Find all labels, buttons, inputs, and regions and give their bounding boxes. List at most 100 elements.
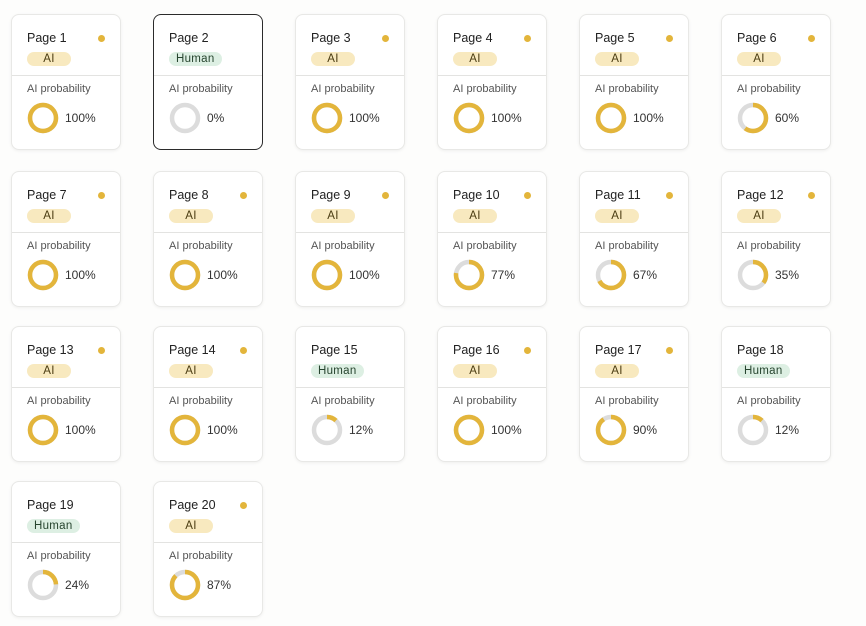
ai-badge: AI <box>311 209 355 223</box>
probability-donut-icon <box>169 414 201 446</box>
probability-donut-icon <box>737 102 769 134</box>
page-label: Page 7 <box>27 188 67 202</box>
ai-status-dot-icon <box>98 192 105 199</box>
probability-donut-icon <box>169 569 201 601</box>
ai-probability-value: 100% <box>65 111 96 125</box>
probability-donut-icon <box>27 414 59 446</box>
ai-badge: AI <box>595 364 639 378</box>
page-card-header: Page 16 AI <box>438 327 546 388</box>
page-label: Page 16 <box>453 343 500 357</box>
page-card-header: Page 14 AI <box>154 327 262 388</box>
ai-probability-label: AI probability <box>169 550 233 562</box>
ai-probability-value: 100% <box>349 111 380 125</box>
page-card[interactable]: Page 18 Human AI probability 12% <box>721 326 831 462</box>
page-card[interactable]: Page 12 AI AI probability 35% <box>721 171 831 307</box>
donut-fill <box>453 102 485 134</box>
donut-track <box>737 414 769 446</box>
ai-probability-label: AI probability <box>169 83 233 95</box>
page-card[interactable]: Page 4 AI AI probability 100% <box>437 14 547 150</box>
ai-badge: AI <box>169 519 213 533</box>
ai-probability-value: 77% <box>491 268 516 282</box>
ai-probability-value: 100% <box>207 423 238 437</box>
ai-probability-label: AI probability <box>737 240 801 252</box>
probability-donut-icon <box>169 259 201 291</box>
ai-badge: AI <box>595 209 639 223</box>
ai-badge: AI <box>27 52 71 66</box>
ai-probability-label: AI probability <box>737 83 801 95</box>
page-label: Page 10 <box>453 188 500 202</box>
page-card-header: Page 3 AI <box>296 15 404 76</box>
ai-status-dot-icon <box>808 192 815 199</box>
ai-probability-label: AI probability <box>595 395 659 407</box>
ai-status-dot-icon <box>98 35 105 42</box>
ai-status-dot-icon <box>524 347 531 354</box>
ai-probability-value: 67% <box>633 268 658 282</box>
page-label: Page 1 <box>27 31 67 45</box>
page-label: Page 3 <box>311 31 351 45</box>
ai-probability-value: 35% <box>775 268 800 282</box>
page-card[interactable]: Page 8 AI AI probability 100% <box>153 171 263 307</box>
ai-status-dot-icon <box>666 192 673 199</box>
ai-probability-value: 100% <box>65 423 96 437</box>
human-badge: Human <box>737 364 790 378</box>
ai-probability-label: AI probability <box>311 240 375 252</box>
page-card[interactable]: Page 15 Human AI probability 12% <box>295 326 405 462</box>
probability-donut-icon <box>453 259 485 291</box>
probability-donut-icon <box>595 102 627 134</box>
ai-probability-label: AI probability <box>27 395 91 407</box>
donut-fill <box>737 414 769 446</box>
ai-probability-value: 60% <box>775 111 800 125</box>
ai-probability-value: 100% <box>491 423 522 437</box>
page-card-header: Page 15 Human <box>296 327 404 388</box>
page-card[interactable]: Page 14 AI AI probability 100% <box>153 326 263 462</box>
page-card[interactable]: Page 1 AI AI probability 100% <box>11 14 121 150</box>
ai-badge: AI <box>595 52 639 66</box>
ai-status-dot-icon <box>240 192 247 199</box>
page-card[interactable]: Page 2 Human AI probability 0% <box>153 14 263 150</box>
donut-fill <box>595 102 627 134</box>
page-card[interactable]: Page 6 AI AI probability 60% <box>721 14 831 150</box>
ai-status-dot-icon <box>382 192 389 199</box>
human-badge: Human <box>311 364 364 378</box>
page-card[interactable]: Page 5 AI AI probability 100% <box>579 14 689 150</box>
probability-donut-icon <box>595 259 627 291</box>
page-label: Page 9 <box>311 188 351 202</box>
ai-probability-label: AI probability <box>453 83 517 95</box>
ai-badge: AI <box>453 52 497 66</box>
ai-probability-label: AI probability <box>453 395 517 407</box>
probability-donut-icon <box>737 414 769 446</box>
ai-probability-label: AI probability <box>737 395 801 407</box>
donut-fill <box>27 102 59 134</box>
ai-probability-label: AI probability <box>27 83 91 95</box>
donut-fill <box>169 569 201 601</box>
page-card[interactable]: Page 19 Human AI probability 24% <box>11 481 121 617</box>
page-label: Page 15 <box>311 343 358 357</box>
ai-badge: AI <box>27 209 71 223</box>
ai-status-dot-icon <box>240 347 247 354</box>
ai-status-dot-icon <box>98 347 105 354</box>
donut-fill <box>595 259 627 291</box>
ai-status-dot-icon <box>666 35 673 42</box>
ai-probability-value: 87% <box>207 578 232 592</box>
page-card[interactable]: Page 9 AI AI probability 100% <box>295 171 405 307</box>
page-label: Page 2 <box>169 31 209 45</box>
page-card[interactable]: Page 20 AI AI probability 87% <box>153 481 263 617</box>
page-card[interactable]: Page 16 AI AI probability 100% <box>437 326 547 462</box>
ai-status-dot-icon <box>240 502 247 509</box>
page-label: Page 11 <box>595 188 641 202</box>
page-card[interactable]: Page 13 AI AI probability 100% <box>11 326 121 462</box>
probability-donut-icon <box>453 102 485 134</box>
ai-badge: AI <box>737 209 781 223</box>
page-card-header: Page 11 AI <box>580 172 688 233</box>
page-card[interactable]: Page 10 AI AI probability 77% <box>437 171 547 307</box>
page-card[interactable]: Page 11 AI AI probability 67% <box>579 171 689 307</box>
ai-badge: AI <box>453 209 497 223</box>
donut-fill <box>595 414 627 446</box>
donut-track <box>169 102 201 134</box>
page-card[interactable]: Page 17 AI AI probability 90% <box>579 326 689 462</box>
probability-donut-icon <box>595 414 627 446</box>
page-card[interactable]: Page 7 AI AI probability 100% <box>11 171 121 307</box>
page-card-header: Page 12 AI <box>722 172 830 233</box>
donut-fill <box>311 414 343 446</box>
page-card[interactable]: Page 3 AI AI probability 100% <box>295 14 405 150</box>
